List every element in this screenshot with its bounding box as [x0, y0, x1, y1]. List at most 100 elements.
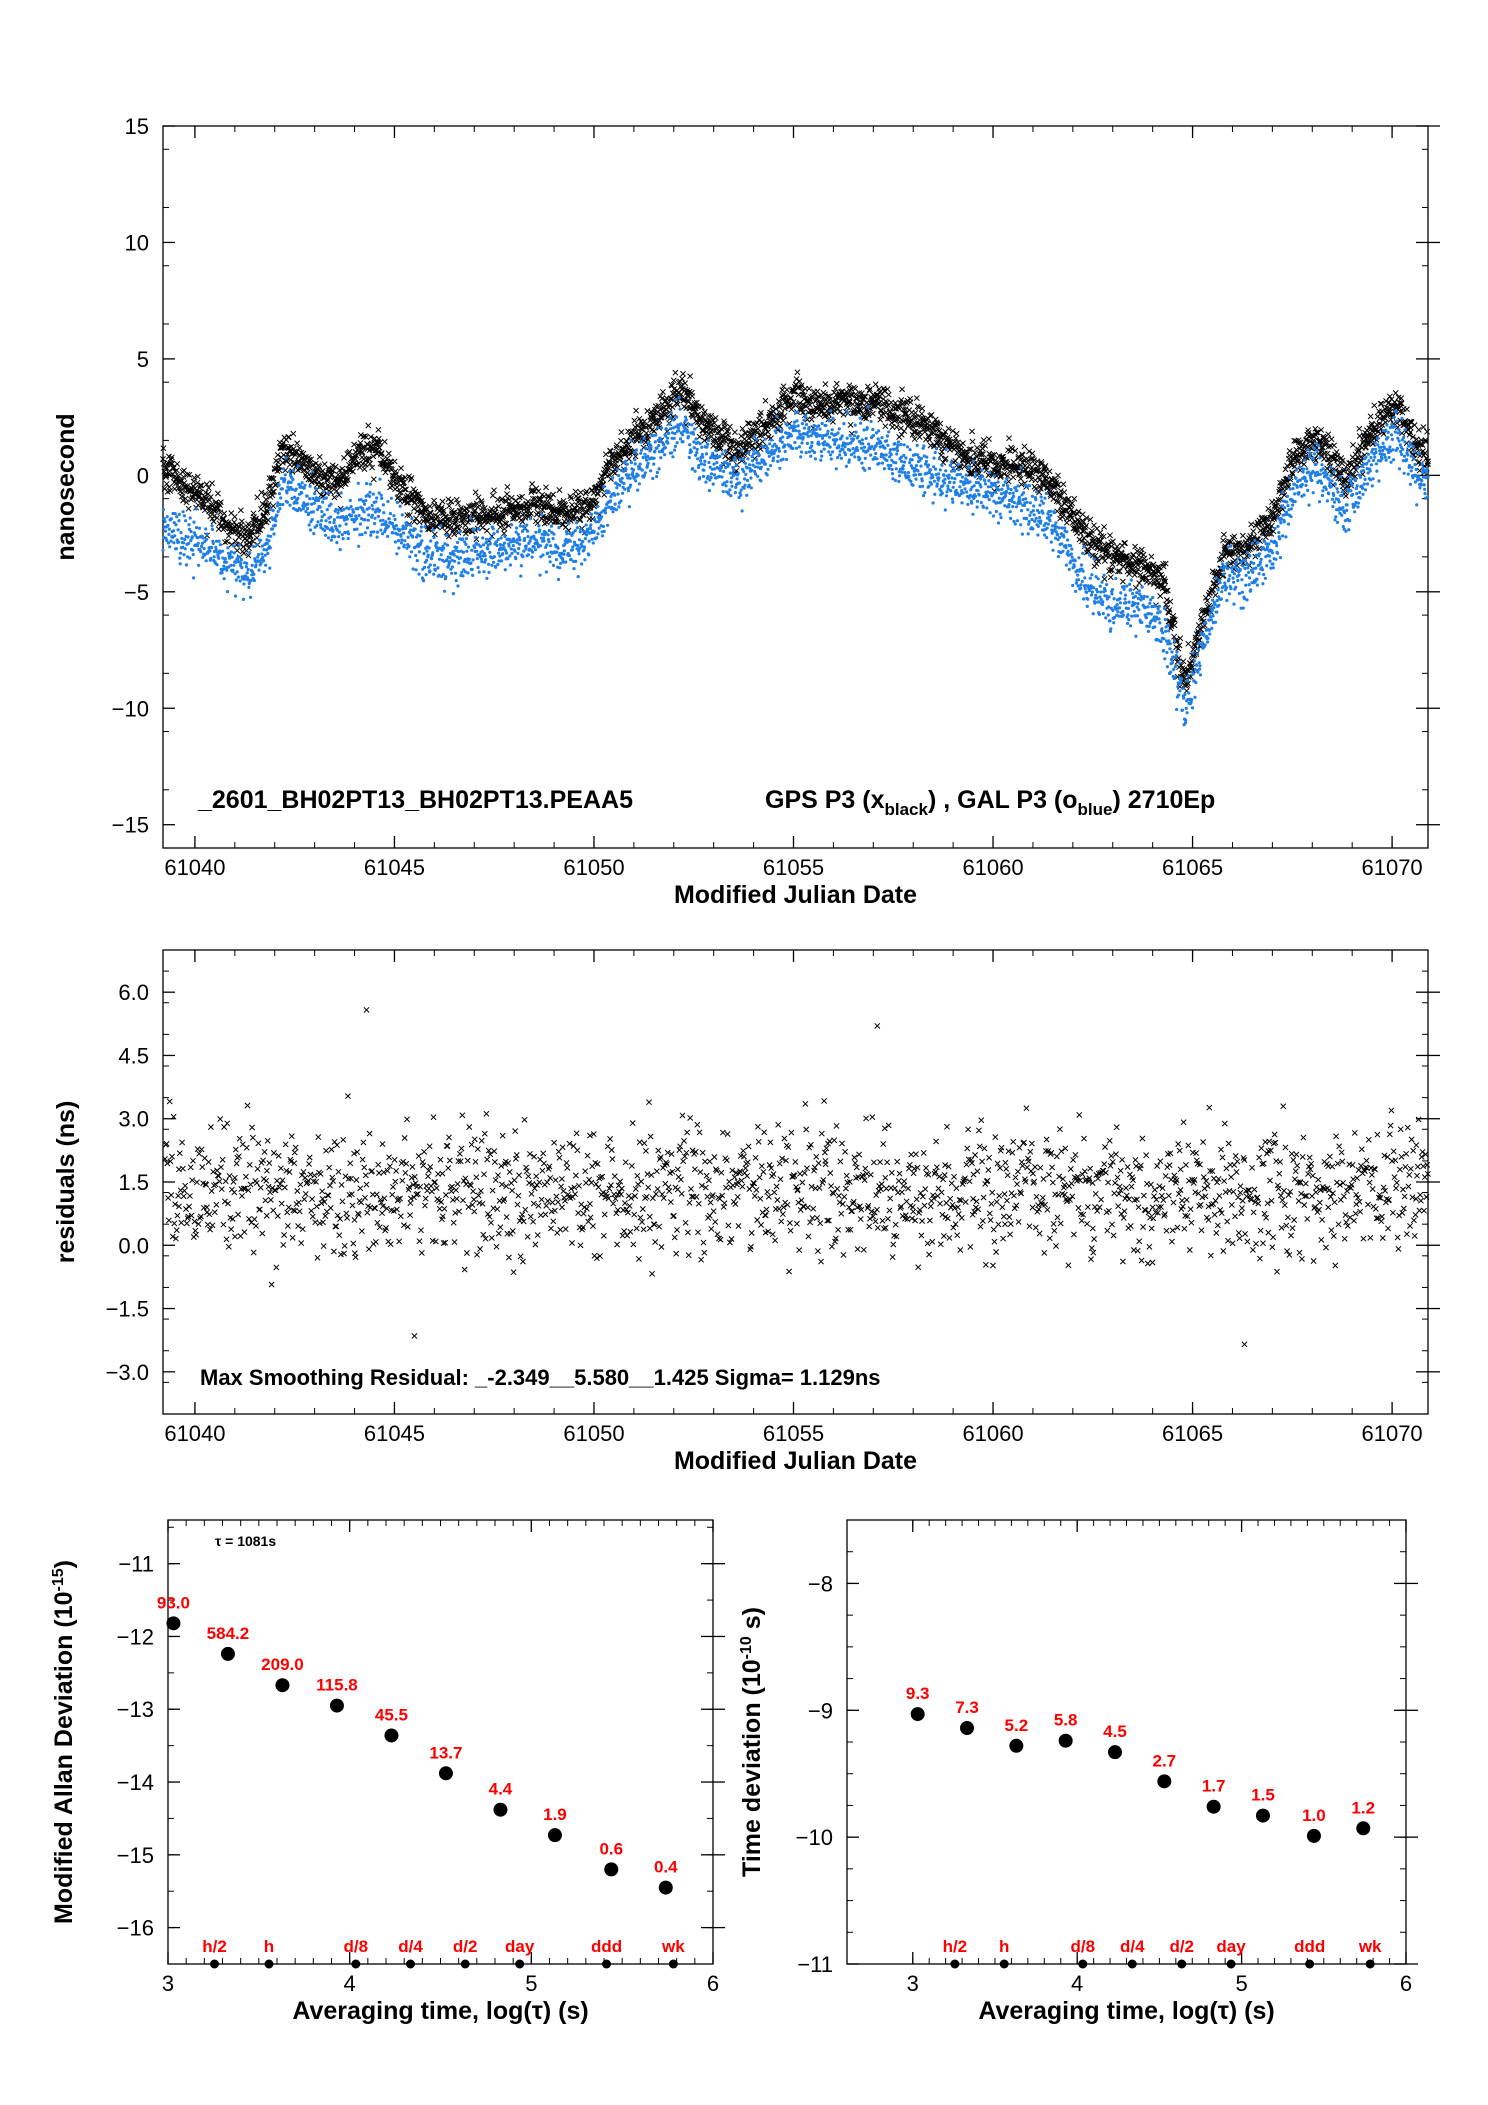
gal-point: [828, 435, 832, 439]
gal-point: [542, 539, 546, 543]
gps-point: [431, 531, 438, 538]
gps-point: [489, 492, 496, 499]
gal-point: [696, 457, 700, 461]
gps-point: [700, 427, 707, 434]
gal-point: [357, 544, 361, 548]
gal-point: [318, 523, 323, 527]
gps-point: [279, 459, 286, 466]
gps-point: [605, 467, 611, 473]
gal-point: [547, 528, 551, 533]
gal-point: [549, 524, 554, 528]
gal-point: [877, 461, 881, 465]
gps-point: [745, 440, 752, 447]
gal-point: [187, 523, 191, 527]
gal-point: [538, 573, 542, 577]
gps-point: [169, 460, 176, 467]
gal-point: [436, 566, 440, 570]
gal-point: [196, 541, 200, 546]
gps-point: [767, 409, 774, 416]
gal-point: [755, 437, 759, 442]
gps-point: [175, 485, 182, 491]
gal-point: [530, 555, 534, 559]
gal-point: [356, 481, 360, 485]
gal-point: [194, 526, 199, 530]
gps-point: [1107, 532, 1113, 539]
gps-point: [359, 449, 366, 455]
gal-point: [484, 537, 489, 541]
gal-point: [616, 473, 621, 478]
gal-point: [391, 521, 395, 526]
gal-point: [623, 487, 627, 491]
gal-point: [673, 444, 678, 448]
gal-point: [475, 557, 479, 561]
gal-point: [674, 398, 678, 402]
gal-point: [629, 438, 633, 443]
gal-point: [525, 523, 529, 527]
gal-point: [380, 496, 384, 500]
gps-point: [473, 500, 480, 507]
gps-point: [1325, 431, 1332, 438]
gal-point: [498, 543, 502, 547]
gal-point: [355, 516, 359, 521]
gal-point: [445, 543, 450, 547]
gal-point: [576, 575, 580, 579]
gal-point: [340, 533, 344, 537]
gal-point: [231, 544, 235, 548]
gps-point: [776, 401, 783, 408]
gal-point: [711, 482, 715, 486]
gal-point: [794, 429, 798, 433]
gal-point: [607, 490, 611, 494]
gal-point: [382, 511, 386, 515]
gal-point: [183, 547, 187, 551]
gps-point: [572, 488, 579, 495]
gal-point: [802, 418, 806, 422]
gal-point: [348, 498, 352, 503]
gps-point: [1312, 425, 1319, 432]
gal-point: [181, 510, 185, 514]
gps-point: [268, 475, 275, 482]
gal-point: [458, 556, 463, 560]
gal-point: [411, 535, 415, 539]
gal-point: [867, 442, 871, 446]
gps-point: [224, 538, 231, 545]
gal-point: [481, 536, 485, 540]
gal-point: [895, 452, 899, 456]
gal-point: [889, 452, 893, 457]
gal-point: [166, 541, 170, 545]
gal-point: [314, 487, 318, 491]
gps-point: [741, 451, 748, 457]
gal-point: [769, 438, 774, 442]
gps-point: [690, 413, 696, 420]
gal-point: [852, 434, 857, 438]
gal-point: [506, 557, 510, 561]
gal-point: [565, 532, 569, 536]
gal-point: [205, 532, 209, 536]
gps-point: [191, 474, 198, 481]
gal-point: [534, 530, 538, 534]
gal-point: [724, 484, 728, 488]
gal-point: [743, 461, 748, 465]
gal-point: [813, 457, 818, 461]
gal-point: [508, 554, 512, 558]
gal-point: [365, 482, 369, 486]
gps-point: [1342, 493, 1349, 499]
gal-point: [167, 527, 171, 531]
gal-point: [730, 484, 734, 488]
gal-point: [375, 535, 379, 539]
gal-point: [538, 544, 543, 548]
gal-point: [916, 469, 920, 473]
gal-point: [587, 539, 591, 543]
gal-point: [869, 419, 873, 424]
gal-point: [649, 445, 653, 450]
gps-point: [799, 405, 805, 412]
gal-point: [306, 506, 310, 511]
gps-point: [386, 462, 393, 469]
gps-point: [769, 403, 776, 410]
gal-point: [882, 467, 887, 471]
gal-point: [479, 544, 483, 549]
gal-point: [394, 524, 398, 528]
gps-point: [1185, 640, 1192, 647]
gal-point: [655, 474, 659, 479]
gal-point: [695, 451, 699, 455]
gal-point: [288, 503, 292, 507]
